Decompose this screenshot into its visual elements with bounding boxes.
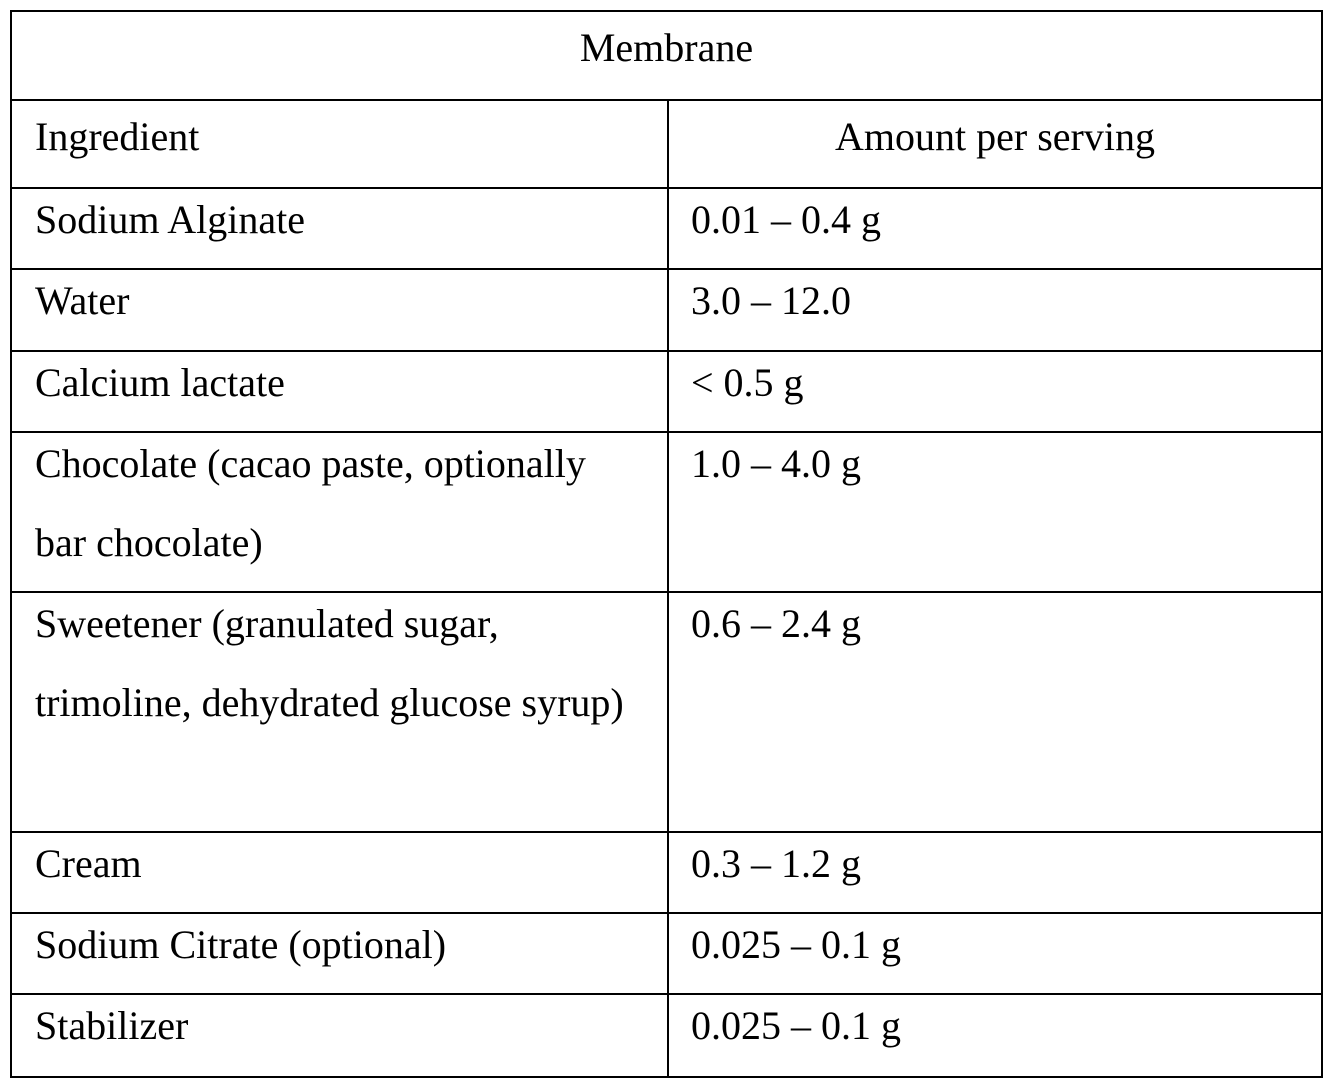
amount: 0.025 – 0.1 g (669, 905, 1321, 984)
ingredient: Sweetener (granulated sugar, trimoline, … (12, 584, 635, 742)
table-cell: Cream (11, 832, 668, 913)
title-cell: Membrane (11, 11, 1322, 100)
table-cell: Calcium lactate (11, 351, 668, 432)
table-cell: 1.0 – 4.0 g (668, 432, 1322, 592)
table-row: Sodium Alginate0.01 – 0.4 g (11, 188, 1322, 269)
header-row: Ingredient Amount per serving (11, 100, 1322, 188)
amount: 3.0 – 12.0 (669, 261, 1321, 340)
table-row: Sweetener (granulated sugar, trimoline, … (11, 592, 1322, 832)
table-body: Membrane Ingredient Amount per serving S… (11, 11, 1322, 1077)
ingredient: Cream (12, 824, 635, 903)
table-cell: Sodium Alginate (11, 188, 668, 269)
header-text: Ingredient (12, 97, 635, 176)
table-row: Water3.0 – 12.0 (11, 269, 1322, 351)
title-row: Membrane (11, 11, 1322, 100)
ingredient: Chocolate (cacao paste, optionally bar c… (12, 424, 635, 582)
table-cell: Sodium Citrate (optional) (11, 913, 668, 994)
table-cell: 3.0 – 12.0 (668, 269, 1322, 351)
header-text: Amount per serving (669, 97, 1321, 176)
table-cell: 0.6 – 2.4 g (668, 592, 1322, 832)
table-cell: Sweetener (granulated sugar, trimoline, … (11, 592, 668, 832)
amount: 0.01 – 0.4 g (669, 180, 1321, 259)
table-row: Chocolate (cacao paste, optionally bar c… (11, 432, 1322, 592)
ingredient: Sodium Alginate (12, 180, 635, 259)
ingredient: Calcium lactate (12, 343, 635, 422)
table-row: Stabilizer0.025 – 0.1 g (11, 994, 1322, 1077)
amount: 0.3 – 1.2 g (669, 824, 1321, 903)
table-cell: Water (11, 269, 668, 351)
table-cell: < 0.5 g (668, 351, 1322, 432)
amount: 0.025 – 0.1 g (669, 986, 1321, 1065)
table-title: Membrane (12, 8, 1321, 87)
ingredient: Stabilizer (12, 986, 635, 1065)
ingredient: Sodium Citrate (optional) (12, 905, 635, 984)
membrane-table: Membrane Ingredient Amount per serving S… (10, 10, 1323, 1078)
table-cell: Stabilizer (11, 994, 668, 1077)
table-row: Calcium lactate< 0.5 g (11, 351, 1322, 432)
header-cell: Amount per serving (668, 100, 1322, 188)
table-cell: 0.025 – 0.1 g (668, 913, 1322, 994)
table-cell: 0.01 – 0.4 g (668, 188, 1322, 269)
amount: 1.0 – 4.0 g (669, 424, 1321, 503)
table-row: Sodium Citrate (optional)0.025 – 0.1 g (11, 913, 1322, 994)
header-cell: Ingredient (11, 100, 668, 188)
amount: < 0.5 g (669, 343, 1321, 422)
table-cell: 0.3 – 1.2 g (668, 832, 1322, 913)
ingredient: Water (12, 261, 635, 340)
table-row: Cream0.3 – 1.2 g (11, 832, 1322, 913)
table-cell: 0.025 – 0.1 g (668, 994, 1322, 1077)
table-cell: Chocolate (cacao paste, optionally bar c… (11, 432, 668, 592)
amount: 0.6 – 2.4 g (669, 584, 1321, 663)
